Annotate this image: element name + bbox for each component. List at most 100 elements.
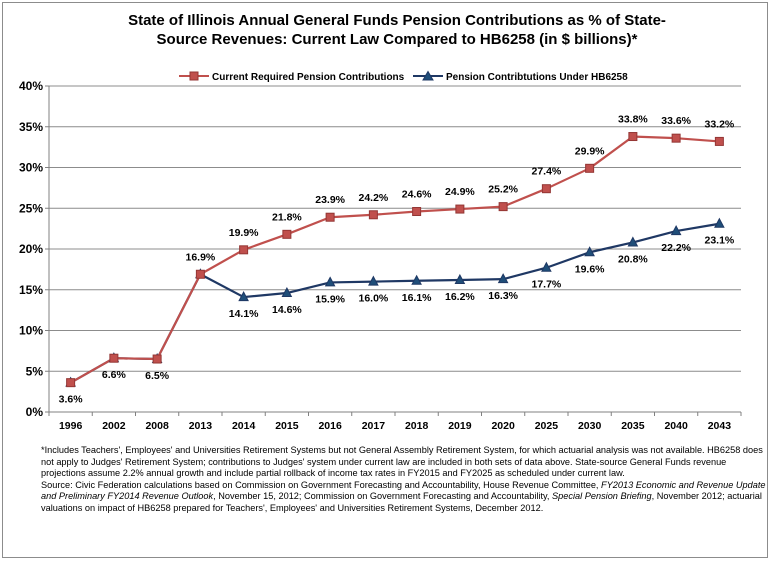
data-label-current: 27.4% xyxy=(531,166,561,178)
x-tick-label: 2017 xyxy=(362,420,386,432)
data-label-hb6258: 22.2% xyxy=(661,242,691,254)
x-tick-label: 2008 xyxy=(145,420,169,432)
point-hb6258 xyxy=(541,261,552,272)
x-tick-label: 2030 xyxy=(578,420,602,432)
point-current xyxy=(239,245,249,255)
point-current xyxy=(412,207,422,217)
point-hb6258 xyxy=(627,236,639,247)
data-label-current: 16.9% xyxy=(185,251,215,263)
point-hb6258 xyxy=(238,291,249,302)
legend: Current Required Pension Contributions P… xyxy=(179,70,628,83)
data-label-current: 24.6% xyxy=(402,189,432,201)
footnotes: *Includes Teachers', Employees' and Univ… xyxy=(41,445,771,515)
data-label-hb6258: 14.1% xyxy=(229,308,259,320)
y-tick-label: 0% xyxy=(26,405,44,419)
data-label-current: 33.8% xyxy=(618,114,648,126)
x-axis: 1996 2002 2008 2013 2014 2015 2016 2017 2018 2019… xyxy=(48,411,742,432)
source-title-pension-briefing: Special Pension Briefing xyxy=(552,491,652,502)
chart-title-line-1: State of Illinois Annual General Funds P… xyxy=(128,12,666,29)
data-label-current: 21.8% xyxy=(272,211,302,223)
point-hb6258 xyxy=(714,217,725,228)
source-title-revenue-update: FY2013 Economic and Revenue Update and P… xyxy=(41,479,766,502)
point-hb6258 xyxy=(670,225,682,236)
y-tick-label: 5% xyxy=(26,364,44,378)
point-current xyxy=(282,229,292,239)
y-axis: 0% 5% 10% 15% 20% 25% 30% 35% 40% xyxy=(19,79,50,419)
data-label-current: 33.6% xyxy=(661,115,691,127)
legend-label-hb6258: Pension Contribtutions Under HB6258 xyxy=(446,72,628,83)
series-line-current xyxy=(70,135,720,384)
data-label-hb6258: 14.6% xyxy=(272,304,302,316)
data-label-current: 19.9% xyxy=(229,227,259,239)
x-tick-label: 2018 xyxy=(405,420,429,432)
data-label-hb6258: 17.7% xyxy=(531,279,561,291)
x-tick-label: 2035 xyxy=(621,420,645,432)
point-current xyxy=(498,202,508,212)
source-text-e: , November 2012; actuarial valuations on… xyxy=(41,491,762,513)
data-label-hb6258: 16.1% xyxy=(402,292,432,304)
x-tick-label: 2014 xyxy=(232,420,256,432)
x-tick-label: 2013 xyxy=(189,420,213,432)
data-label-current: 24.9% xyxy=(445,186,475,198)
legend-entry-current: Current Required Pension Contributions xyxy=(179,71,405,83)
chart: State of Illinois Annual General Funds P… xyxy=(19,12,742,432)
point-hb6258 xyxy=(281,286,293,298)
legend-label-current: Current Required Pension Contributions xyxy=(212,72,405,83)
y-tick-label: 10% xyxy=(19,324,43,338)
data-label-current: 23.9% xyxy=(315,194,345,206)
x-tick-label: 2019 xyxy=(448,420,472,432)
data-label-current: 33.2% xyxy=(704,118,734,130)
data-label-hb6258: 3.6% xyxy=(59,394,84,406)
point-hb6258 xyxy=(368,275,379,286)
footnote-source: Source: Civic Federation calculations ba… xyxy=(41,480,771,515)
data-label-hb6258: 23.1% xyxy=(704,235,734,247)
data-label-hb6258: 6.5% xyxy=(145,370,170,382)
x-tick-label: 2025 xyxy=(535,420,559,432)
series-markers xyxy=(65,132,725,388)
data-label-hb6258: 16.2% xyxy=(445,291,475,303)
series-lines xyxy=(70,135,720,384)
legend-marker-current xyxy=(189,71,199,81)
series-line-hb6258 xyxy=(70,222,720,384)
x-tick-label: 2040 xyxy=(664,420,688,432)
chart-title-line-2: Source Revenues: Current Law Compared to… xyxy=(157,31,638,48)
point-hb6258 xyxy=(454,273,466,284)
point-current xyxy=(455,204,465,214)
data-label-hb6258: 19.6% xyxy=(575,263,605,275)
point-current xyxy=(109,353,119,363)
source-text-c: , November 15, 2012; Commission on Gover… xyxy=(213,491,553,502)
x-tick-label: 2015 xyxy=(275,420,299,432)
data-label-current: 29.9% xyxy=(575,145,605,157)
data-label-current: 25.2% xyxy=(488,184,518,196)
x-tick-label: 2020 xyxy=(491,420,515,432)
x-tick-label: 1996 xyxy=(59,420,83,432)
point-hb6258 xyxy=(411,274,422,285)
point-current xyxy=(325,212,335,222)
footnote-assumptions: *Includes Teachers', Employees' and Univ… xyxy=(41,445,763,479)
source-text-a: Source: Civic Federation calculations ba… xyxy=(41,479,602,490)
data-label-hb6258: 6.6% xyxy=(102,369,127,381)
legend-marker-hb6258 xyxy=(422,70,434,81)
x-tick-label: 2016 xyxy=(318,420,342,432)
y-tick-label: 30% xyxy=(19,161,43,175)
point-hb6258 xyxy=(584,246,595,257)
point-current xyxy=(714,136,724,146)
point-current xyxy=(585,163,595,173)
x-tick-label: 2002 xyxy=(102,420,126,432)
data-label-hb6258: 15.9% xyxy=(315,293,345,305)
point-hb6258 xyxy=(497,273,509,284)
point-current xyxy=(368,210,378,220)
y-tick-label: 25% xyxy=(19,201,43,215)
point-current xyxy=(152,354,162,364)
x-tick-label: 2043 xyxy=(708,420,732,432)
point-current xyxy=(195,269,205,279)
y-tick-label: 35% xyxy=(19,120,43,134)
legend-entry-hb6258: Pension Contribtutions Under HB6258 xyxy=(413,70,628,83)
data-label-hb6258: 20.8% xyxy=(618,253,648,265)
data-label-hb6258: 16.0% xyxy=(358,293,388,305)
y-tick-label: 15% xyxy=(19,283,43,297)
data-label-current: 24.2% xyxy=(358,192,388,204)
data-label-hb6258: 16.3% xyxy=(488,290,518,302)
data-labels: 16.9% 19.9% 21.8% 23.9% 24.2% 24.6% 24.9% 25.2%… xyxy=(59,114,735,406)
